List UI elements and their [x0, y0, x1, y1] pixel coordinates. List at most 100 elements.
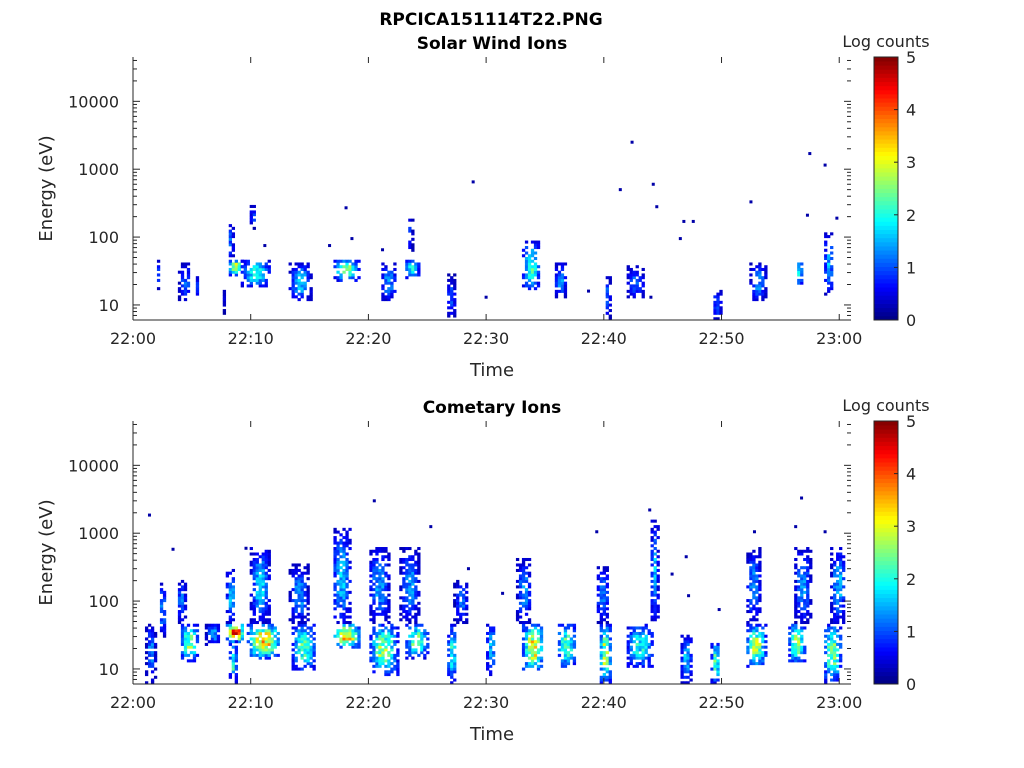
heatmap-cell	[794, 623, 798, 627]
heatmap-cell	[842, 560, 846, 564]
heatmap-cell	[408, 642, 412, 646]
heatmap-cell	[228, 590, 233, 594]
heatmap-cell	[411, 557, 415, 562]
heatmap-cell	[378, 568, 382, 572]
panel-title: Solar Wind Ions	[417, 34, 568, 54]
heatmap-cell	[839, 571, 843, 575]
heatmap-cell	[378, 596, 382, 600]
heatmap-cell	[387, 642, 391, 646]
heatmap-cell	[408, 620, 412, 625]
heatmap-cell	[345, 563, 349, 567]
scatter-dot	[684, 555, 688, 559]
heatmap-cell	[563, 656, 568, 660]
heatmap-cell	[249, 604, 253, 608]
heatmap-cell	[809, 577, 813, 581]
heatmap-cell	[255, 552, 259, 556]
heatmap-cell	[180, 653, 185, 657]
heatmap-cell	[384, 648, 388, 652]
heatmap-cell	[560, 284, 565, 288]
heatmap-cell	[569, 656, 574, 660]
heatmap-cell	[180, 588, 185, 592]
colorbar-segment	[874, 143, 898, 148]
heatmap-cell	[447, 300, 451, 304]
heatmap-cell	[626, 656, 630, 660]
heatmap-cell	[342, 626, 346, 630]
heatmap-cell	[809, 615, 813, 619]
heatmap-cell	[830, 640, 834, 644]
heatmap-cell	[354, 631, 358, 635]
heatmap-cell	[246, 640, 250, 644]
heatmap-cell	[390, 648, 394, 652]
heatmap-cell	[393, 656, 397, 660]
heatmap-cell	[300, 276, 304, 280]
heatmap-cell	[414, 577, 418, 581]
heatmap-cell	[752, 590, 756, 594]
heatmap-cell	[381, 547, 385, 551]
heatmap-cell	[524, 642, 529, 646]
heatmap-cell	[339, 571, 343, 575]
heatmap-cell	[839, 566, 843, 570]
heatmap-cell	[408, 574, 412, 578]
heatmap-cell	[273, 642, 277, 646]
heatmap-cell	[638, 648, 642, 652]
heatmap-cell	[153, 675, 158, 679]
heatmap-cell	[246, 259, 250, 263]
heatmap-cell	[572, 634, 577, 638]
colorbar-segment	[874, 106, 898, 111]
heatmap-cell	[252, 563, 256, 567]
x-tick-label: 22:20	[345, 329, 391, 348]
heatmap-cell	[255, 281, 259, 285]
heatmap-cell	[162, 612, 167, 616]
heatmap-cell	[515, 585, 520, 589]
heatmap-cell	[456, 610, 460, 614]
heatmap-cell	[228, 267, 233, 271]
heatmap-cell	[339, 631, 343, 635]
heatmap-cell	[632, 276, 636, 280]
heatmap-cell	[345, 631, 349, 635]
heatmap-cell	[333, 560, 337, 564]
heatmap-cell	[839, 604, 843, 608]
heatmap-cell	[572, 623, 577, 627]
heatmap-cell	[306, 618, 310, 622]
heatmap-cell	[312, 645, 316, 649]
heatmap-cell	[378, 631, 382, 635]
heatmap-cell	[647, 645, 651, 649]
heatmap-cell	[746, 664, 750, 668]
heatmap-cell	[824, 243, 828, 247]
heatmap-cell	[656, 549, 660, 553]
heatmap-cell	[453, 273, 457, 277]
heatmap-cell	[453, 659, 457, 663]
heatmap-cell	[234, 651, 239, 655]
heatmap-cell	[396, 651, 400, 655]
heatmap-cell	[653, 547, 657, 551]
heatmap-cell	[342, 588, 346, 592]
heatmap-cell	[489, 673, 493, 677]
heatmap-cell	[192, 623, 197, 627]
heatmap-cell	[800, 574, 804, 578]
heatmap-cell	[635, 278, 639, 282]
colorbar-tick-label: 5	[906, 48, 916, 67]
heatmap-cell	[291, 571, 295, 575]
heatmap-cell	[453, 311, 457, 315]
heatmap-cell	[608, 309, 612, 313]
heatmap-cell	[521, 563, 526, 567]
heatmap-cell	[297, 585, 301, 589]
heatmap-cell	[797, 278, 801, 282]
heatmap-cell	[306, 276, 310, 280]
heatmap-cell	[518, 607, 523, 611]
heatmap-cell	[147, 659, 152, 663]
colorbar-segment	[874, 85, 898, 91]
scatter-dot	[651, 182, 655, 186]
heatmap-cell	[342, 607, 346, 611]
heatmap-cell	[686, 656, 690, 660]
heatmap-cell	[453, 582, 457, 586]
heatmap-cell	[369, 568, 373, 572]
heatmap-cell	[309, 634, 313, 638]
heatmap-cell	[312, 631, 316, 635]
heatmap-cell	[150, 678, 155, 682]
heatmap-cell	[381, 653, 385, 657]
heatmap-cell	[345, 629, 349, 633]
heatmap-cell	[231, 604, 236, 608]
heatmap-cell	[626, 634, 630, 638]
heatmap-cell	[264, 571, 268, 575]
